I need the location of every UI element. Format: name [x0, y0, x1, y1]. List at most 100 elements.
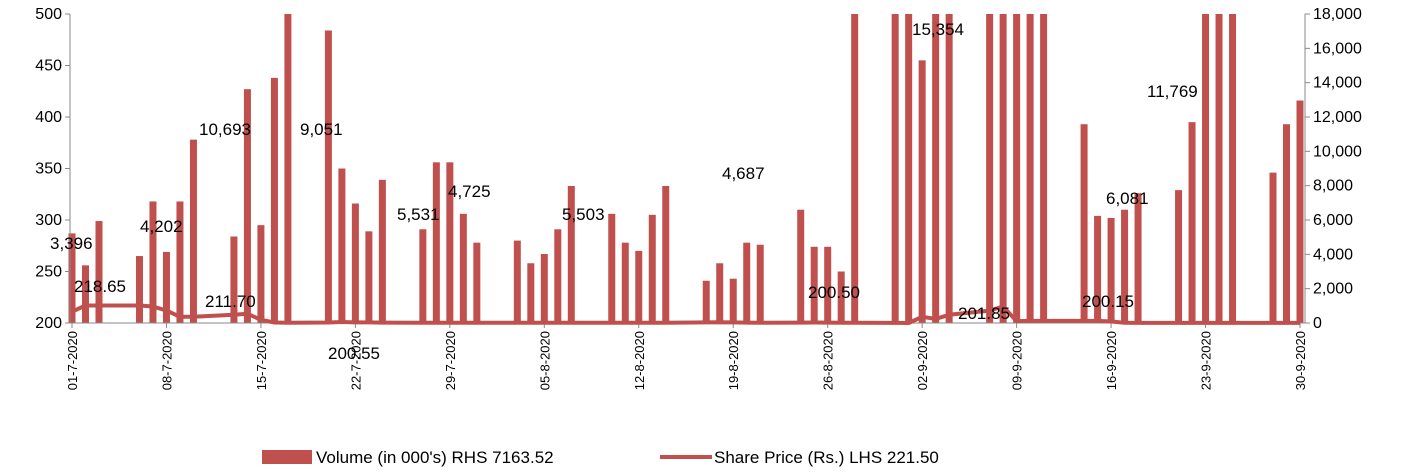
bar — [338, 168, 346, 323]
legend-swatch — [262, 450, 312, 464]
bar — [567, 186, 575, 323]
y2-tick-label: 10,000 — [1313, 143, 1362, 160]
y-tick-label: 200 — [35, 315, 62, 332]
line — [71, 303, 1300, 325]
y2-tick-label: 4,000 — [1313, 246, 1353, 263]
bar — [540, 253, 548, 323]
bar — [1094, 215, 1102, 323]
bar — [419, 229, 427, 323]
bar — [257, 225, 265, 323]
x-tick-label: 19-8-2020 — [726, 331, 741, 390]
bar — [702, 280, 710, 323]
bar — [1229, 14, 1237, 323]
bar — [527, 263, 535, 323]
bar — [432, 162, 440, 323]
bar — [851, 14, 859, 323]
x-tick-label: 05-8-2020 — [537, 331, 552, 390]
x-tick-label: 15-7-2020 — [254, 331, 269, 390]
bar — [905, 14, 913, 323]
bar — [1188, 122, 1196, 323]
y2-tick-label: 16,000 — [1313, 40, 1362, 57]
y-tick-label: 450 — [35, 58, 62, 75]
annotation: 5,503 — [562, 205, 605, 224]
annotation: 4,687 — [722, 164, 765, 183]
bar — [1121, 209, 1129, 323]
y2-tick-label: 2,000 — [1313, 281, 1353, 298]
x-tick-label: 08-7-2020 — [159, 331, 174, 390]
annotation: 11,769 — [1147, 82, 1198, 101]
x-tick-label: 29-7-2020 — [443, 331, 458, 390]
x-tick-label: 23-9-2020 — [1199, 331, 1214, 390]
bar — [81, 265, 89, 323]
bar — [324, 30, 332, 323]
annotation: 6,081 — [1106, 189, 1149, 208]
annotation: 10,693 — [199, 120, 251, 139]
bar — [162, 251, 170, 323]
y2-tick-label: 0 — [1313, 315, 1322, 332]
y2-tick-label: 6,000 — [1313, 212, 1353, 229]
annotation: 15,354 — [912, 20, 964, 39]
bar — [365, 231, 373, 323]
x-tick-label: 01-7-2020 — [65, 331, 80, 390]
x-tick-label: 26-8-2020 — [821, 331, 836, 390]
bar — [513, 240, 521, 323]
bar — [824, 246, 832, 323]
bar — [95, 221, 103, 323]
bar — [270, 77, 278, 323]
y-tick-label: 500 — [35, 6, 62, 23]
annotation: 211.70 — [205, 292, 256, 311]
bar — [945, 14, 953, 323]
bar — [459, 213, 467, 323]
bar — [999, 14, 1007, 323]
bar — [230, 236, 238, 323]
y2-tick-label: 8,000 — [1313, 178, 1353, 195]
bar — [284, 14, 292, 323]
bar — [1215, 14, 1223, 323]
y-tick-label: 250 — [35, 264, 62, 281]
x-tick-label: 12-8-2020 — [632, 331, 647, 390]
bar — [1296, 100, 1304, 323]
x-tick-label: 16-9-2020 — [1104, 331, 1119, 390]
bar — [351, 203, 359, 323]
annotation: 4,202 — [140, 217, 183, 236]
bar — [243, 89, 251, 323]
bar — [378, 179, 386, 323]
annotation: 200.55 — [328, 344, 380, 363]
bar — [729, 278, 737, 323]
x-tick-label: 22-7-2020 — [348, 331, 363, 390]
bar — [68, 233, 76, 323]
bar — [1283, 124, 1291, 323]
bar — [189, 139, 197, 323]
bar — [716, 263, 724, 323]
bar-group — [68, 14, 1304, 323]
bar — [1107, 217, 1115, 323]
bar — [756, 244, 764, 323]
annotation: 5,531 — [397, 205, 440, 224]
bar — [473, 242, 481, 323]
x-tick-label: 09-9-2020 — [1010, 331, 1025, 390]
annotation: 9,051 — [300, 120, 343, 139]
bar — [1080, 124, 1088, 323]
bar — [1202, 14, 1210, 323]
bar — [635, 250, 643, 323]
bar — [662, 186, 670, 323]
bar — [743, 242, 751, 323]
x-tick-label: 30-9-2020 — [1293, 331, 1308, 390]
bar — [1013, 14, 1021, 323]
annotation: 201.85 — [958, 304, 1010, 323]
bar — [621, 242, 629, 323]
annotation: 218.65 — [74, 277, 126, 296]
bar — [608, 213, 616, 323]
bar — [554, 229, 562, 323]
y2-tick-label: 18,000 — [1313, 6, 1362, 23]
annotation: 200.50 — [808, 283, 860, 302]
bar — [1175, 190, 1183, 323]
bar — [176, 201, 184, 323]
bar — [918, 60, 926, 323]
bar — [810, 246, 818, 323]
bar — [1269, 172, 1277, 323]
annotation: 200.15 — [1082, 292, 1134, 311]
bar — [446, 162, 454, 323]
legend-label: Volume (in 000's) RHS 7163.52 — [316, 448, 554, 467]
